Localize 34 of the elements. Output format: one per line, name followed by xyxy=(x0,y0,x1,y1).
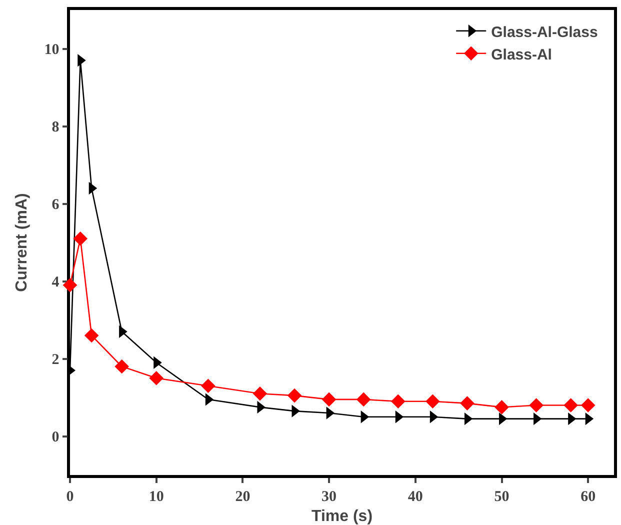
point xyxy=(149,370,164,386)
point xyxy=(529,398,544,412)
y-tick-label: 6 xyxy=(52,197,60,213)
y-tick-label: 10 xyxy=(44,42,60,58)
point xyxy=(62,278,78,292)
y-tick-label: 0 xyxy=(52,430,60,446)
point xyxy=(252,386,268,401)
y-tick-label: 8 xyxy=(52,120,60,136)
x-tick-label: 50 xyxy=(494,488,510,505)
x-tick-label: 10 xyxy=(148,488,164,505)
point xyxy=(494,400,509,414)
point xyxy=(390,394,406,409)
point xyxy=(322,392,336,407)
x-tick-label: 40 xyxy=(408,488,423,505)
point xyxy=(460,396,474,410)
y-axis-title: Current (mA) xyxy=(14,193,30,292)
point xyxy=(287,388,302,403)
legend-label: Glass-Al-Glass xyxy=(491,24,598,41)
x-tick-label: 0 xyxy=(66,488,74,505)
legend-label: Glass-Al xyxy=(491,46,552,64)
point xyxy=(580,398,596,412)
x-tick-label: 60 xyxy=(580,488,596,505)
point xyxy=(201,378,216,394)
point xyxy=(114,359,129,374)
point xyxy=(426,394,440,409)
point xyxy=(73,231,88,246)
x-tick-label: 30 xyxy=(322,488,337,505)
point xyxy=(564,398,578,412)
point xyxy=(84,328,99,343)
y-tick-label: 2 xyxy=(52,352,60,368)
x-axis-title: Time (s) xyxy=(311,508,373,525)
y-tick-label: 4 xyxy=(52,274,60,290)
x-tick-label: 20 xyxy=(235,488,250,505)
point xyxy=(356,392,371,407)
